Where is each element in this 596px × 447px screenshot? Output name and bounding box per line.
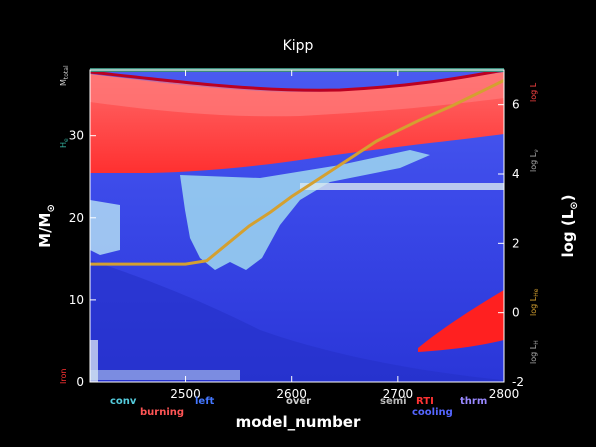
legend-thrm: thrm <box>460 396 488 407</box>
plot-area <box>89 68 505 382</box>
y-tick-label: 20 <box>69 211 84 225</box>
burning-upper-layer <box>90 72 504 117</box>
blue-inner-band <box>90 260 504 382</box>
right-label-logL: log L <box>529 82 538 102</box>
y2-tick-label: -2 <box>512 375 524 389</box>
x-tick-label: 2800 <box>489 387 520 401</box>
y-ticks: 0 10 20 30 <box>69 129 96 389</box>
right-label-logLH: log LH <box>529 340 540 364</box>
legend-cooling: cooling <box>412 407 453 418</box>
left-label-he: He <box>59 138 70 148</box>
left-label-total: Mtotal <box>59 65 70 86</box>
x-tick-label: 2600 <box>276 387 307 401</box>
y2-tick-label: 0 <box>512 306 520 320</box>
plot-frame <box>89 69 505 383</box>
y-tick-label: 30 <box>69 129 84 143</box>
y2-tick-label: 2 <box>512 236 520 250</box>
y2-axis-label: log (L⊙) <box>559 194 580 257</box>
core-burning-region <box>418 290 504 352</box>
right-label-logLHe: log LHe <box>529 288 540 316</box>
legend-left: left <box>195 396 215 407</box>
y-axis-label: M/M⊙ <box>36 204 57 248</box>
convective-left-edge <box>90 200 120 255</box>
y2-tick-label: 4 <box>512 167 520 181</box>
convective-shell <box>300 183 504 190</box>
left-label-iron: Iron <box>59 369 68 384</box>
x-axis-label: model_number <box>235 413 361 431</box>
bottom-boundary-strip <box>90 370 240 380</box>
legend-conv: conv <box>110 396 137 407</box>
x-ticks: 2500 2600 2700 2800 <box>170 70 519 401</box>
y2-tick-label: 6 <box>512 98 520 112</box>
legend-burning: burning <box>140 407 185 418</box>
legend-over: over <box>286 396 312 407</box>
y2-ticks: -2 0 2 4 6 <box>498 98 524 389</box>
envelope-edge-line <box>89 68 505 92</box>
legend-semi: semi <box>380 396 407 407</box>
y-tick-label: 0 <box>76 375 84 389</box>
right-label-logLnu: log Lν <box>529 149 540 172</box>
x-tick-label: 2700 <box>383 387 414 401</box>
x-tick-label: 2500 <box>170 387 201 401</box>
luminosity-line <box>90 79 505 266</box>
left-boundary-strip <box>90 340 98 382</box>
chart-title: Kipp <box>282 38 314 54</box>
convective-region <box>180 150 430 270</box>
legend-rti: RTI <box>416 396 434 407</box>
y-tick-label: 10 <box>69 293 84 307</box>
